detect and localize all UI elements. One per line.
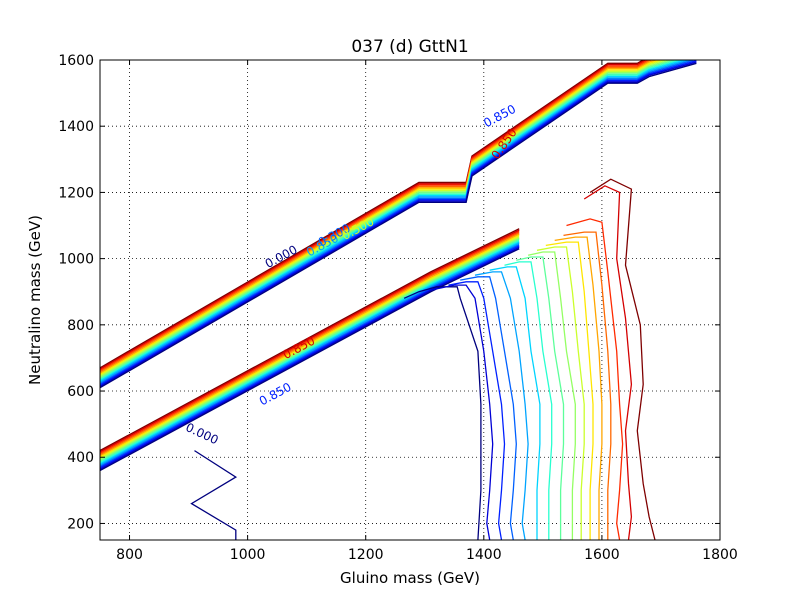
lower-band-contour-0 bbox=[100, 228, 520, 452]
contour-level-12 bbox=[563, 231, 612, 540]
x-tick-label: 1800 bbox=[702, 547, 738, 563]
upper-band-contour-15 bbox=[100, 62, 697, 389]
contour-level-2 bbox=[448, 281, 506, 540]
plot-frame bbox=[99, 59, 721, 541]
upper-band-contour-4 bbox=[100, 60, 659, 374]
lower-band-contour-1 bbox=[100, 229, 520, 453]
contour-level-9 bbox=[536, 246, 585, 540]
lower-band-contour-15 bbox=[100, 248, 520, 472]
upper-band-contour-11 bbox=[100, 60, 692, 384]
lower-band-contour-4 bbox=[100, 233, 520, 457]
contour-level-11 bbox=[554, 236, 603, 540]
contour-level-0 bbox=[403, 286, 482, 540]
x-tick-label: 1400 bbox=[466, 547, 502, 563]
x-tick-label: 1600 bbox=[584, 547, 620, 563]
contour-level-8 bbox=[527, 251, 576, 540]
upper-band-contour-0 bbox=[100, 60, 645, 369]
upper-band-contour-10 bbox=[100, 60, 688, 382]
upper-band-contour-8 bbox=[100, 60, 678, 380]
y-axis-title: Neutralino mass (GeV) bbox=[26, 215, 44, 385]
chart-title: 037 (d) GttN1 bbox=[351, 37, 468, 57]
lower-band-contour-7 bbox=[100, 237, 520, 461]
y-tick-label: 600 bbox=[67, 384, 94, 400]
contour-group: 0.000 0.8500.3000.5000.8500.8500.8500.850… bbox=[100, 60, 697, 540]
x-tick-label: 1000 bbox=[230, 547, 266, 563]
y-tick-label: 1400 bbox=[58, 119, 94, 135]
lower-band-contour-5 bbox=[100, 234, 520, 458]
y-tick-label: 800 bbox=[67, 318, 94, 334]
y-tick-label: 1600 bbox=[58, 53, 94, 69]
contour-level-10 bbox=[545, 241, 594, 540]
contour-level-4 bbox=[474, 271, 529, 540]
upper-band-contour-14 bbox=[100, 61, 697, 388]
contour-level-3 bbox=[460, 276, 517, 540]
lower-band-contour-10 bbox=[100, 241, 520, 465]
y-tick-label: 1000 bbox=[58, 252, 94, 268]
contour-label: 0.850 bbox=[257, 380, 294, 408]
upper-band-contour-5 bbox=[100, 60, 664, 376]
x-tick-label: 800 bbox=[116, 547, 143, 563]
contour-level-14 bbox=[583, 185, 633, 540]
upper-band-contour-9 bbox=[100, 60, 683, 381]
y-tick-label: 1200 bbox=[58, 185, 94, 201]
x-tick-label: 1200 bbox=[348, 547, 384, 563]
contour-label: 0.000 bbox=[184, 420, 221, 447]
bottom-left-contour bbox=[190, 450, 238, 540]
upper-band-contour-1 bbox=[100, 60, 647, 370]
contour-level-7 bbox=[516, 256, 565, 540]
contour-level-5 bbox=[489, 266, 541, 540]
y-tick-label: 200 bbox=[67, 516, 94, 532]
lower-band-contour-2 bbox=[100, 230, 520, 454]
contour-level-15 bbox=[589, 178, 656, 540]
contour-level-6 bbox=[504, 261, 553, 540]
x-axis-title: Gluino mass (GeV) bbox=[340, 569, 480, 587]
upper-band-contour-13 bbox=[100, 60, 697, 386]
upper-band-contour-7 bbox=[100, 60, 674, 378]
lower-band-contour-14 bbox=[100, 246, 520, 470]
contour-level-1 bbox=[430, 284, 494, 540]
y-tick-label: 400 bbox=[67, 450, 94, 466]
upper-band-contour-3 bbox=[100, 60, 655, 373]
lower-band-contour-11 bbox=[100, 242, 520, 466]
lower-band-contour-8 bbox=[100, 238, 520, 462]
lower-band-contour-6 bbox=[100, 236, 520, 460]
upper-band-contour-12 bbox=[100, 60, 697, 385]
lower-band-contour-3 bbox=[100, 232, 520, 456]
contour-level-13 bbox=[566, 218, 624, 540]
upper-band-contour-6 bbox=[100, 60, 669, 377]
lower-band-contour-9 bbox=[100, 240, 520, 464]
